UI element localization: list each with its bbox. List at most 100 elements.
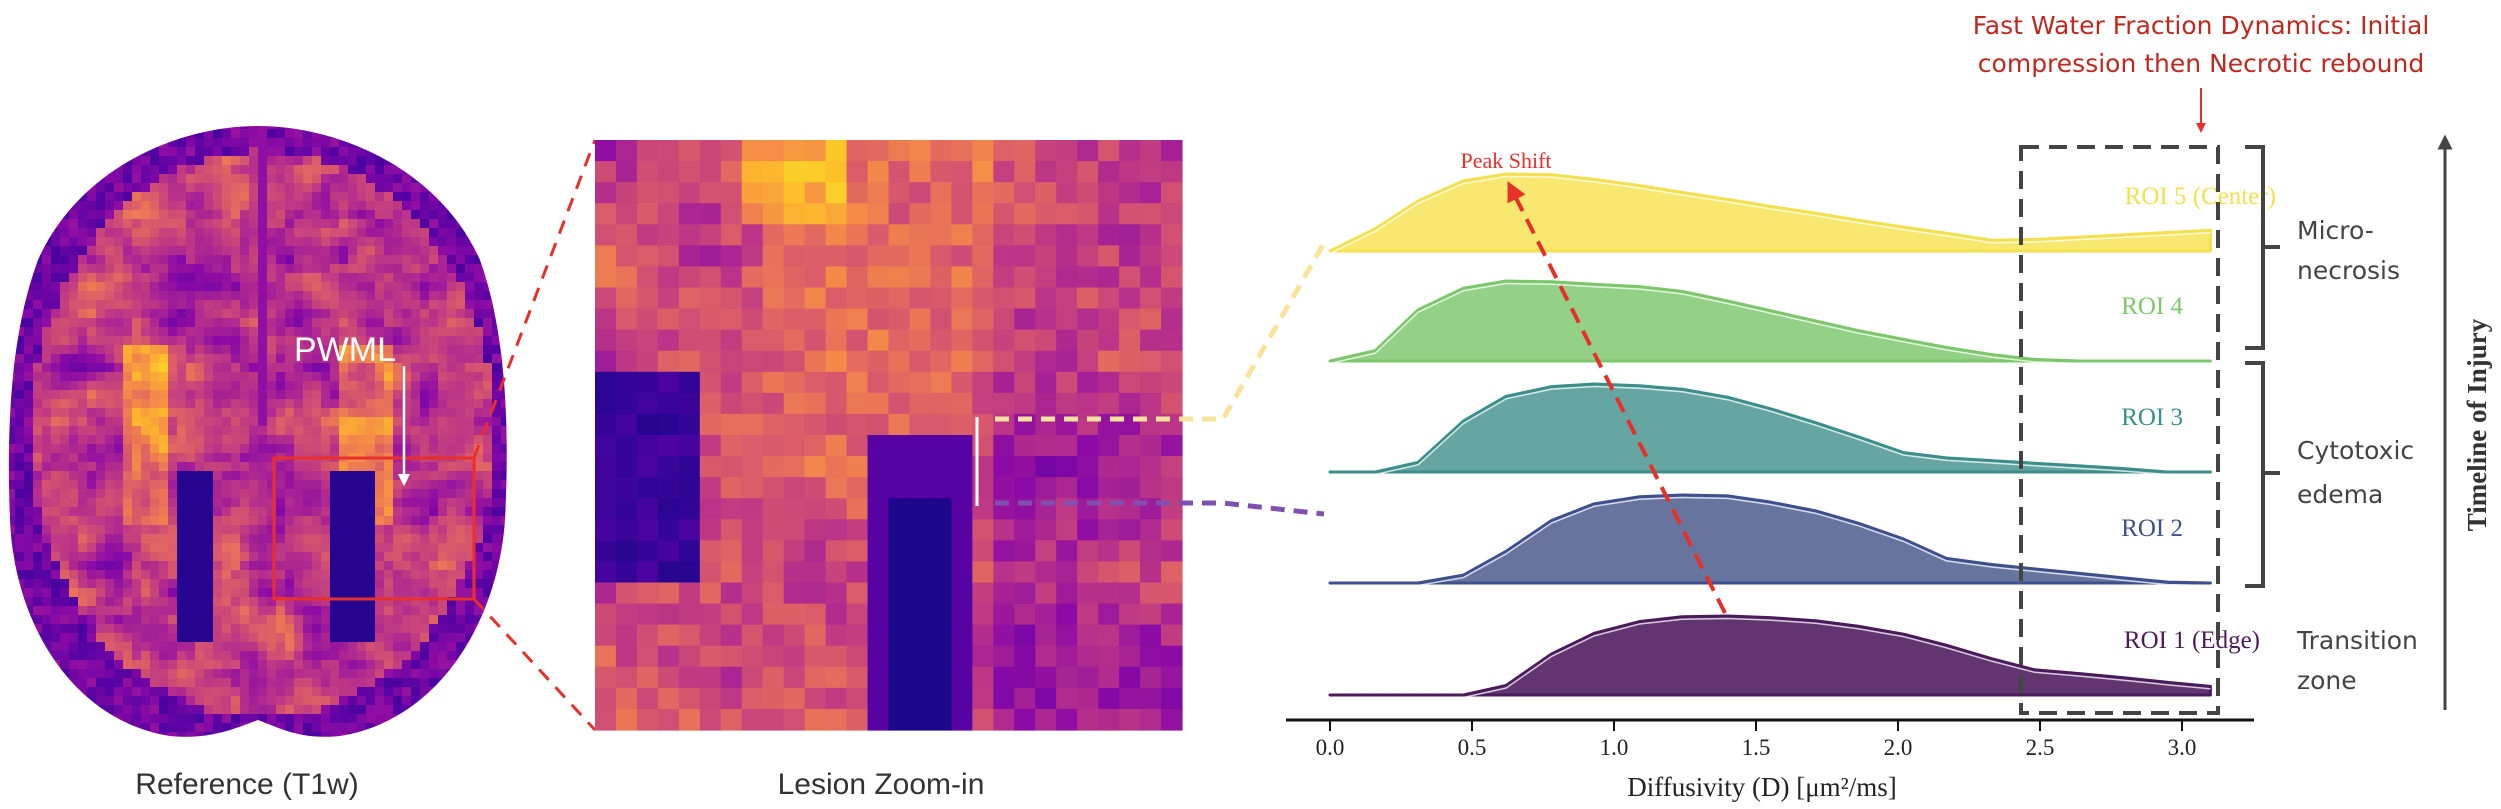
brain-voxel: [240, 228, 250, 238]
zoom-voxel: [657, 708, 680, 731]
brain-voxel: [177, 129, 187, 139]
brain-voxel: [312, 309, 322, 319]
brain-voxel: [465, 507, 475, 517]
zoom-voxel: [804, 245, 827, 268]
zoom-voxel: [1140, 519, 1162, 541]
brain-voxel: [348, 327, 358, 337]
brain-voxel: [303, 183, 313, 193]
zoom-voxel: [825, 350, 848, 373]
brain-voxel: [375, 588, 385, 598]
brain-voxel: [96, 237, 106, 247]
x-tick-label: 3.0: [2168, 735, 2197, 760]
brain-voxel: [240, 174, 250, 184]
brain-voxel: [186, 552, 196, 562]
brain-voxel: [87, 606, 97, 616]
brain-voxel: [213, 471, 223, 481]
brain-voxel: [429, 219, 439, 229]
brain-voxel: [105, 291, 115, 301]
zoom-voxel: [972, 182, 994, 204]
zoom-voxel: [1035, 266, 1057, 289]
brain-voxel: [33, 192, 43, 202]
brain-voxel: [240, 210, 250, 220]
brain-voxel: [267, 246, 277, 256]
zoom-voxel: [615, 392, 638, 415]
brain-voxel: [366, 126, 376, 130]
brain-voxel: [42, 669, 52, 679]
brain-voxel: [87, 336, 97, 346]
brain-voxel: [240, 417, 250, 427]
brain-voxel: [285, 318, 295, 328]
brain-voxel: [213, 516, 223, 526]
brain-voxel: [312, 399, 322, 409]
brain-voxel: [51, 183, 61, 193]
brain-voxel: [465, 192, 475, 202]
brain-voxel: [483, 354, 493, 364]
brain-voxel: [348, 201, 358, 211]
brain-voxel: [60, 732, 70, 737]
zoom-voxel: [1161, 645, 1183, 668]
brain-voxel: [384, 300, 394, 310]
brain-voxel: [267, 732, 277, 737]
zoom-voxel: [762, 392, 785, 415]
brain-voxel: [321, 201, 331, 211]
zoom-voxel: [1056, 266, 1078, 289]
brain-voxel: [213, 615, 223, 625]
brain-voxel: [393, 579, 403, 589]
brain-voxel: [186, 291, 196, 301]
brain-voxel: [204, 489, 214, 499]
brain-voxel: [105, 174, 115, 184]
brain-voxel: [114, 615, 124, 625]
brain-voxel: [240, 156, 250, 166]
brain-voxel: [267, 354, 277, 364]
brain-voxel: [78, 687, 88, 697]
brain-voxel: [69, 525, 79, 535]
brain-voxel: [285, 210, 295, 220]
brain-voxel: [222, 210, 232, 220]
brain-voxel: [303, 255, 313, 265]
brain-voxel: [501, 723, 507, 733]
brain-voxel: [222, 696, 232, 706]
brain-voxel: [357, 156, 367, 166]
brain-voxel: [447, 543, 457, 553]
brain-voxel: [465, 291, 475, 301]
zoom-voxel: [1035, 603, 1057, 626]
brain-voxel: [213, 273, 223, 283]
brain-voxel: [78, 192, 88, 202]
brain-voxel: [177, 660, 187, 670]
zoom-voxel: [993, 519, 1015, 541]
brain-voxel: [186, 723, 196, 733]
zoom-voxel: [595, 561, 617, 584]
brain-voxel: [330, 210, 340, 220]
brain-voxel: [402, 390, 412, 400]
brain-voxel: [186, 327, 196, 337]
brain-voxel: [150, 255, 160, 265]
brain-voxel: [429, 354, 439, 364]
brain-voxel: [87, 723, 97, 733]
brain-voxel: [483, 237, 493, 247]
brain-voxel: [447, 633, 457, 643]
brain-voxel: [339, 741, 349, 751]
brain-voxel: [402, 282, 412, 292]
brain-voxel: [267, 318, 277, 328]
brain-voxel: [321, 309, 331, 319]
brain-voxel: [168, 219, 178, 229]
brain-voxel: [150, 516, 160, 526]
brain-voxel: [465, 516, 475, 526]
brain-voxel: [132, 192, 142, 202]
brain-voxel: [447, 408, 457, 418]
brain-voxel: [375, 732, 385, 737]
brain-voxel: [465, 156, 475, 166]
brain-voxel: [438, 480, 448, 490]
brain-voxel: [447, 471, 457, 481]
brain-voxel: [375, 228, 385, 238]
brain-voxel: [294, 210, 304, 220]
zoom-voxel: [972, 371, 994, 394]
brain-voxel: [231, 201, 241, 211]
brain-voxel: [384, 660, 394, 670]
brain-voxel: [294, 273, 304, 283]
brain-voxel: [447, 606, 457, 616]
brain-voxel: [96, 453, 106, 463]
brain-voxel: [420, 543, 430, 553]
brain-voxel: [411, 714, 421, 724]
zoom-voxel: [615, 456, 638, 478]
